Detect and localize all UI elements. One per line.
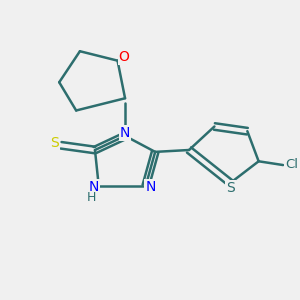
Text: S: S [50, 136, 59, 150]
Text: O: O [119, 50, 130, 64]
Text: S: S [226, 181, 235, 195]
Text: N: N [145, 180, 156, 194]
Text: N: N [89, 180, 99, 194]
Text: H: H [86, 190, 96, 203]
Text: N: N [120, 126, 130, 140]
Text: Cl: Cl [285, 158, 298, 171]
